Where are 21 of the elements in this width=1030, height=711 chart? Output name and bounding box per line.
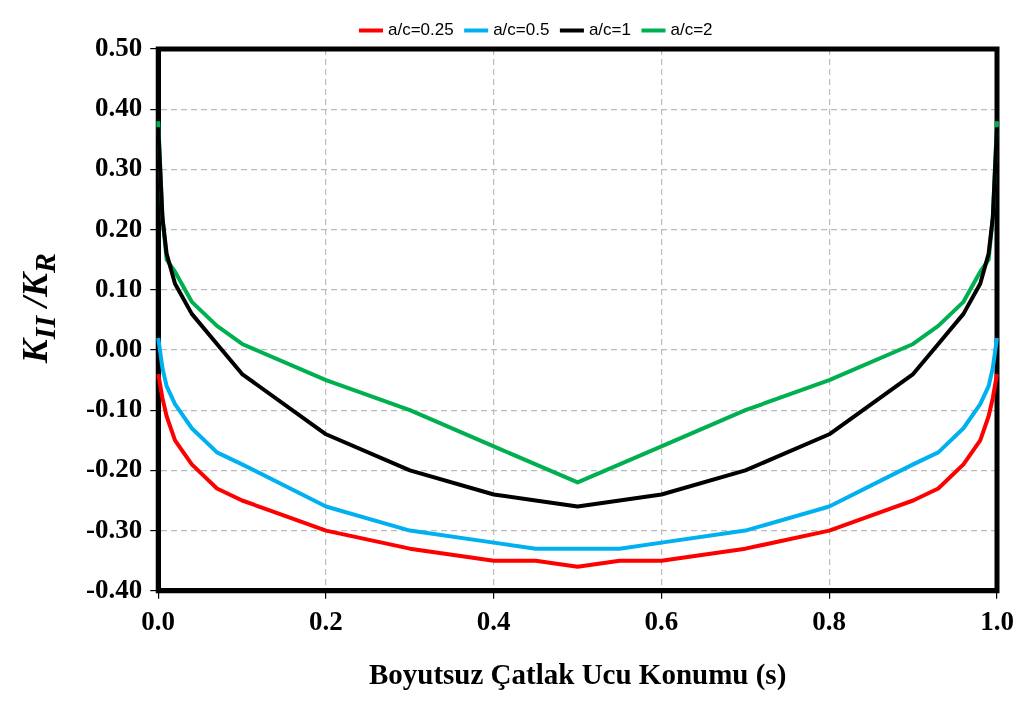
legend-label: a/c=0.25	[387, 20, 454, 40]
x-tick-label: 0.4	[476, 605, 511, 636]
legend-label: a/c=0.5	[493, 20, 550, 40]
y-tick-label: 0.40	[94, 92, 143, 123]
y-tick-label: -0.40	[85, 573, 143, 604]
y-tick-label: -0.20	[85, 453, 143, 484]
x-axis-title: Boyutsuz Çatlak Ucu Konumu (s)	[368, 658, 787, 692]
y-tick-label: -0.10	[85, 393, 143, 424]
y-tick-label: -0.30	[85, 513, 143, 544]
legend-label: a/c=2	[670, 20, 713, 40]
y-tick-label: 0.20	[94, 212, 143, 243]
y-tick-label: 0.00	[94, 332, 143, 363]
legend-label: a/c=1	[588, 20, 631, 40]
x-tick-label: 0.0	[141, 605, 176, 636]
x-tick-label: 0.2	[309, 605, 343, 636]
x-tick-label: 1.0	[980, 605, 1014, 636]
x-tick-label: 0.6	[644, 605, 679, 636]
x-tick-label: 0.8	[812, 605, 847, 636]
y-tick-label: 0.30	[94, 152, 143, 183]
y-tick-label: 0.50	[94, 31, 143, 62]
y-tick-label: 0.10	[94, 272, 143, 303]
